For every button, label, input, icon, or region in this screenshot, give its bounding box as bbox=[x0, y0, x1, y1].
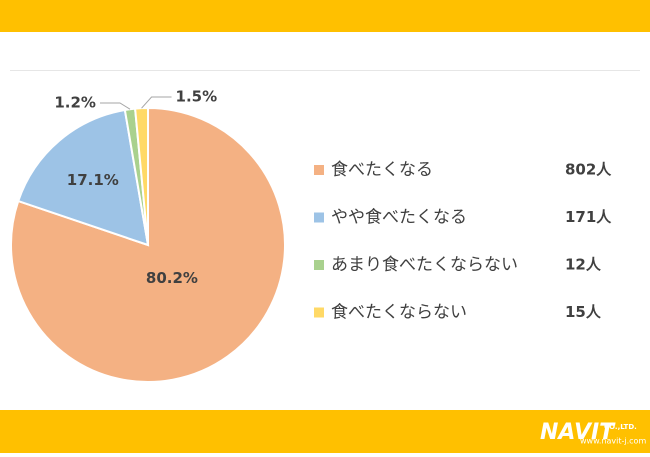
legend-label: やや食べたくなる bbox=[331, 208, 467, 228]
frame-line bbox=[10, 70, 640, 71]
data-label: 1.5% bbox=[176, 88, 218, 106]
logo-company: CO.,LTD. bbox=[604, 423, 637, 431]
legend-label: 食べたくならない bbox=[331, 303, 467, 323]
legend-label: 食べたくなる bbox=[331, 160, 433, 180]
leader-line bbox=[141, 96, 172, 109]
logo-url: www.navit-j.com bbox=[580, 437, 646, 446]
logo: NAVIT bbox=[540, 420, 616, 445]
legend-count: 15人 bbox=[565, 303, 602, 321]
data-label: 17.1% bbox=[67, 171, 119, 189]
legend-count: 171人 bbox=[565, 208, 612, 226]
pie-slice bbox=[134, 106, 149, 246]
legend-swatch bbox=[314, 260, 324, 270]
data-label: 80.2% bbox=[146, 269, 198, 287]
bottom-bar bbox=[0, 410, 650, 453]
legend-count: 12人 bbox=[565, 256, 602, 274]
pie-slice bbox=[16, 108, 150, 247]
leader-line bbox=[99, 102, 131, 110]
legend-swatch bbox=[314, 307, 324, 318]
legend-label: あまり食べたくならない bbox=[331, 255, 518, 275]
legend-swatch bbox=[314, 212, 324, 223]
legend-swatch bbox=[314, 165, 324, 175]
top-bar bbox=[0, 0, 650, 32]
data-label: 1.2% bbox=[54, 94, 96, 112]
legend-count: 802人 bbox=[565, 161, 612, 179]
